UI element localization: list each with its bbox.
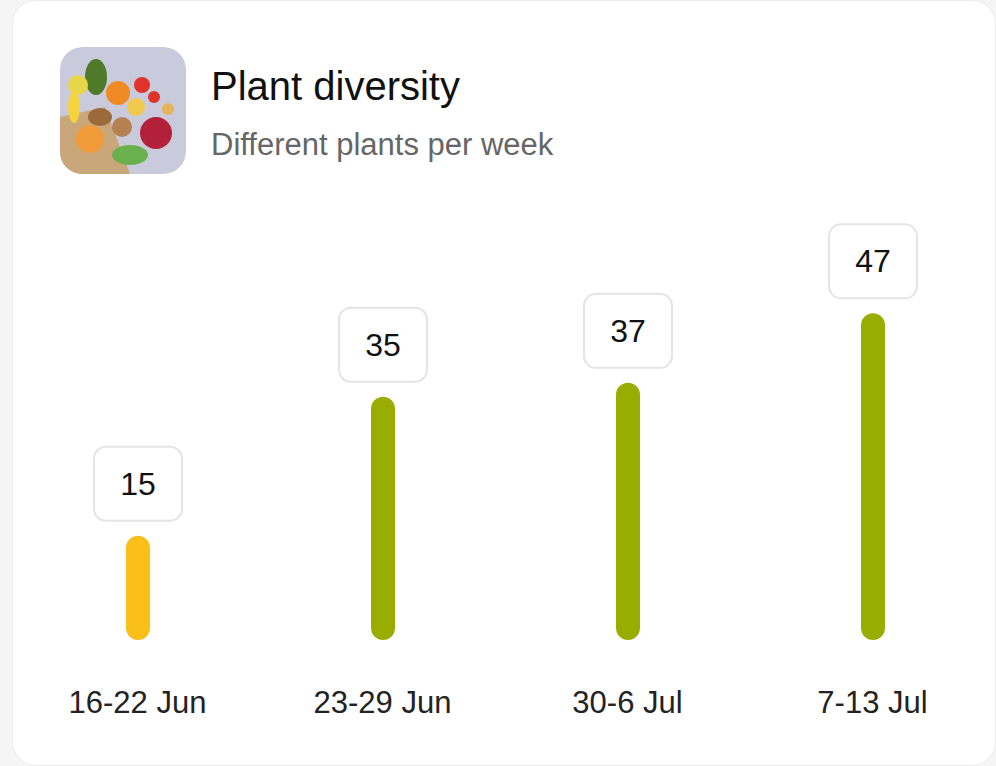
svg-text:35: 35 [365, 327, 401, 363]
svg-text:15: 15 [120, 466, 156, 502]
html-text:Different plants per week: Different plants per week [211, 127, 554, 162]
html-text:Plant diversity: Plant diversity [211, 64, 460, 108]
svg-text:47: 47 [855, 243, 891, 279]
svg-text:23-29 Jun: 23-29 Jun [314, 685, 452, 720]
svg-text:16-22 Jun: 16-22 Jun [69, 685, 207, 720]
svg-text:7-13 Jul: 7-13 Jul [817, 685, 927, 720]
svg-text:37: 37 [610, 313, 646, 349]
svg-text:30-6 Jul: 30-6 Jul [572, 685, 682, 720]
